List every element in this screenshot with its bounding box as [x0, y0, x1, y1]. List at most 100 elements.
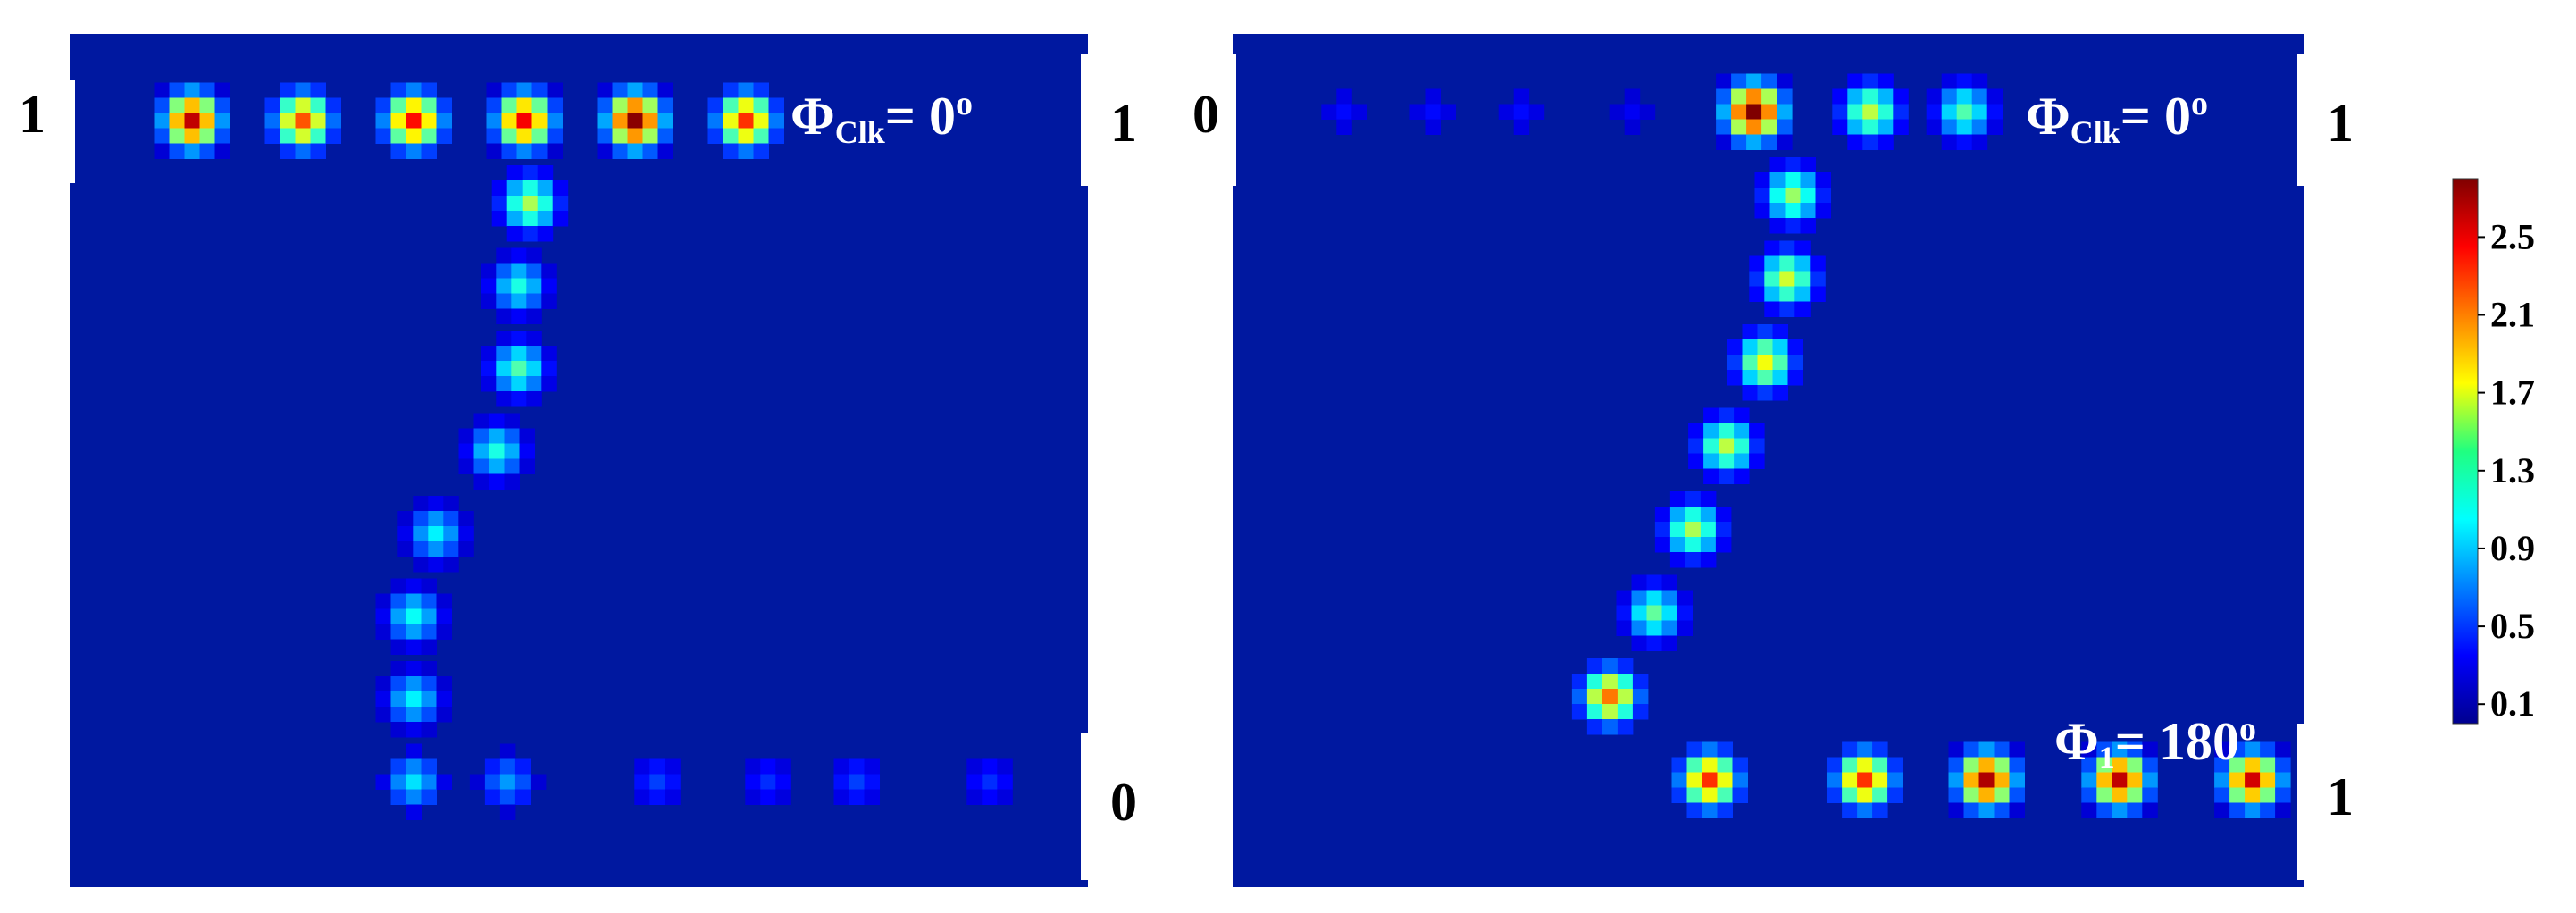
left-port-gap-top-left — [64, 80, 75, 183]
heatmap-cell — [1734, 468, 1750, 484]
heatmap-cell — [280, 128, 296, 144]
heatmap-cell — [406, 593, 422, 609]
heatmap-cell — [1757, 324, 1773, 340]
heatmap-cell — [1571, 689, 1588, 705]
heatmap-cell — [657, 143, 673, 159]
heatmap-cell — [1764, 255, 1780, 272]
heatmap-cell — [1716, 119, 1732, 135]
heatmap-cell — [723, 143, 739, 159]
heatmap-cell — [1671, 772, 1687, 788]
right-phase-top-symbol: Φ — [2026, 87, 2070, 146]
heatmap-cell — [484, 789, 501, 805]
heatmap-cell — [443, 526, 459, 542]
heatmap-cell — [1810, 271, 1826, 287]
heatmap-cell — [1700, 552, 1717, 568]
heatmap-cell — [2214, 802, 2230, 818]
left-port-label-bottom-right: 0 — [1110, 773, 1137, 832]
heatmap-cell — [522, 211, 539, 227]
heatmap-cell — [775, 789, 791, 805]
heatmap-cell — [1832, 119, 1848, 135]
heatmap-cell — [1764, 271, 1780, 287]
heatmap-cell — [526, 361, 542, 377]
heatmap-cell — [1686, 757, 1702, 773]
heatmap-cell — [390, 97, 406, 113]
heatmap-cell — [458, 458, 474, 474]
heatmap-cell — [413, 496, 429, 512]
left-heatmap-background — [70, 34, 1088, 887]
heatmap-cell — [421, 128, 437, 144]
heatmap-cell — [406, 113, 422, 129]
heatmap-cell — [413, 511, 429, 527]
heatmap-cell — [541, 293, 557, 309]
heatmap-cell — [1761, 104, 1777, 120]
heatmap-cell — [1716, 73, 1732, 89]
heatmap-cell — [2112, 741, 2128, 758]
heatmap-cell — [504, 428, 520, 444]
heatmap-cell — [496, 391, 512, 407]
heatmap-cell — [1794, 255, 1811, 272]
heatmap-cell — [1731, 73, 1747, 89]
heatmap-cell — [1742, 385, 1758, 401]
heatmap-cell — [436, 676, 452, 692]
heatmap-cell — [707, 113, 723, 129]
heatmap-cell — [526, 391, 542, 407]
heatmap-cell — [1702, 741, 1718, 758]
heatmap-cell — [481, 361, 497, 377]
heatmap-cell — [2214, 787, 2230, 803]
heatmap-cell — [1746, 119, 1762, 135]
heatmap-cell — [486, 128, 502, 144]
heatmap-cell — [864, 774, 880, 790]
heatmap-cell — [1862, 104, 1878, 120]
heatmap-cell — [1893, 104, 1909, 120]
heatmap-cell — [649, 789, 665, 805]
heatmap-cell — [849, 789, 865, 805]
heatmap-cell — [489, 458, 505, 474]
colorbar-gradient — [2452, 178, 2479, 725]
right-phase-bottom-subscript: 1 — [2099, 740, 2115, 775]
heatmap-cell — [1832, 104, 1848, 120]
heatmap-cell — [390, 82, 406, 98]
heatmap-cell — [406, 676, 422, 692]
heatmap-cell — [531, 128, 548, 144]
heatmap-cell — [1571, 704, 1588, 720]
heatmap-cell — [2260, 757, 2276, 773]
heatmap-cell — [1409, 104, 1426, 120]
heatmap-cell — [421, 707, 437, 723]
heatmap-cell — [1956, 104, 1973, 120]
heatmap-cell — [1732, 787, 1748, 803]
heatmap-cell — [390, 707, 406, 723]
heatmap-cell — [473, 458, 489, 474]
heatmap-cell — [1624, 104, 1641, 120]
heatmap-cell — [597, 143, 613, 159]
heatmap-cell — [1769, 188, 1786, 204]
heatmap-cell — [516, 97, 532, 113]
heatmap-cell — [1887, 787, 1903, 803]
heatmap-cell — [511, 346, 527, 362]
heatmap-cell — [707, 97, 723, 113]
heatmap-cell — [1632, 704, 1649, 720]
heatmap-cell — [1734, 423, 1750, 439]
heatmap-cell — [1862, 119, 1878, 135]
heatmap-cell — [1639, 104, 1656, 120]
heatmap-cell — [491, 211, 508, 227]
heatmap-cell — [1669, 507, 1686, 523]
heatmap-cell — [2214, 772, 2230, 788]
heatmap-cell — [547, 113, 563, 129]
heatmap-cell — [1832, 88, 1848, 105]
heatmap-cell — [501, 143, 517, 159]
heatmap-cell — [738, 97, 754, 113]
heatmap-cell — [526, 263, 542, 279]
heatmap-cell — [280, 143, 296, 159]
heatmap-cell — [547, 128, 563, 144]
heatmap-cell — [657, 113, 673, 129]
heatmap-cell — [1847, 119, 1863, 135]
heatmap-cell — [436, 593, 452, 609]
colorbar-tick-label: 1.7 — [2490, 373, 2535, 413]
heatmap-cell — [1669, 552, 1686, 568]
heatmap-cell — [1742, 324, 1758, 340]
heatmap-cell — [295, 143, 311, 159]
heatmap-cell — [516, 128, 532, 144]
right-port-label-bottom-right: 1 — [2327, 767, 2354, 826]
heatmap-cell — [443, 496, 459, 512]
